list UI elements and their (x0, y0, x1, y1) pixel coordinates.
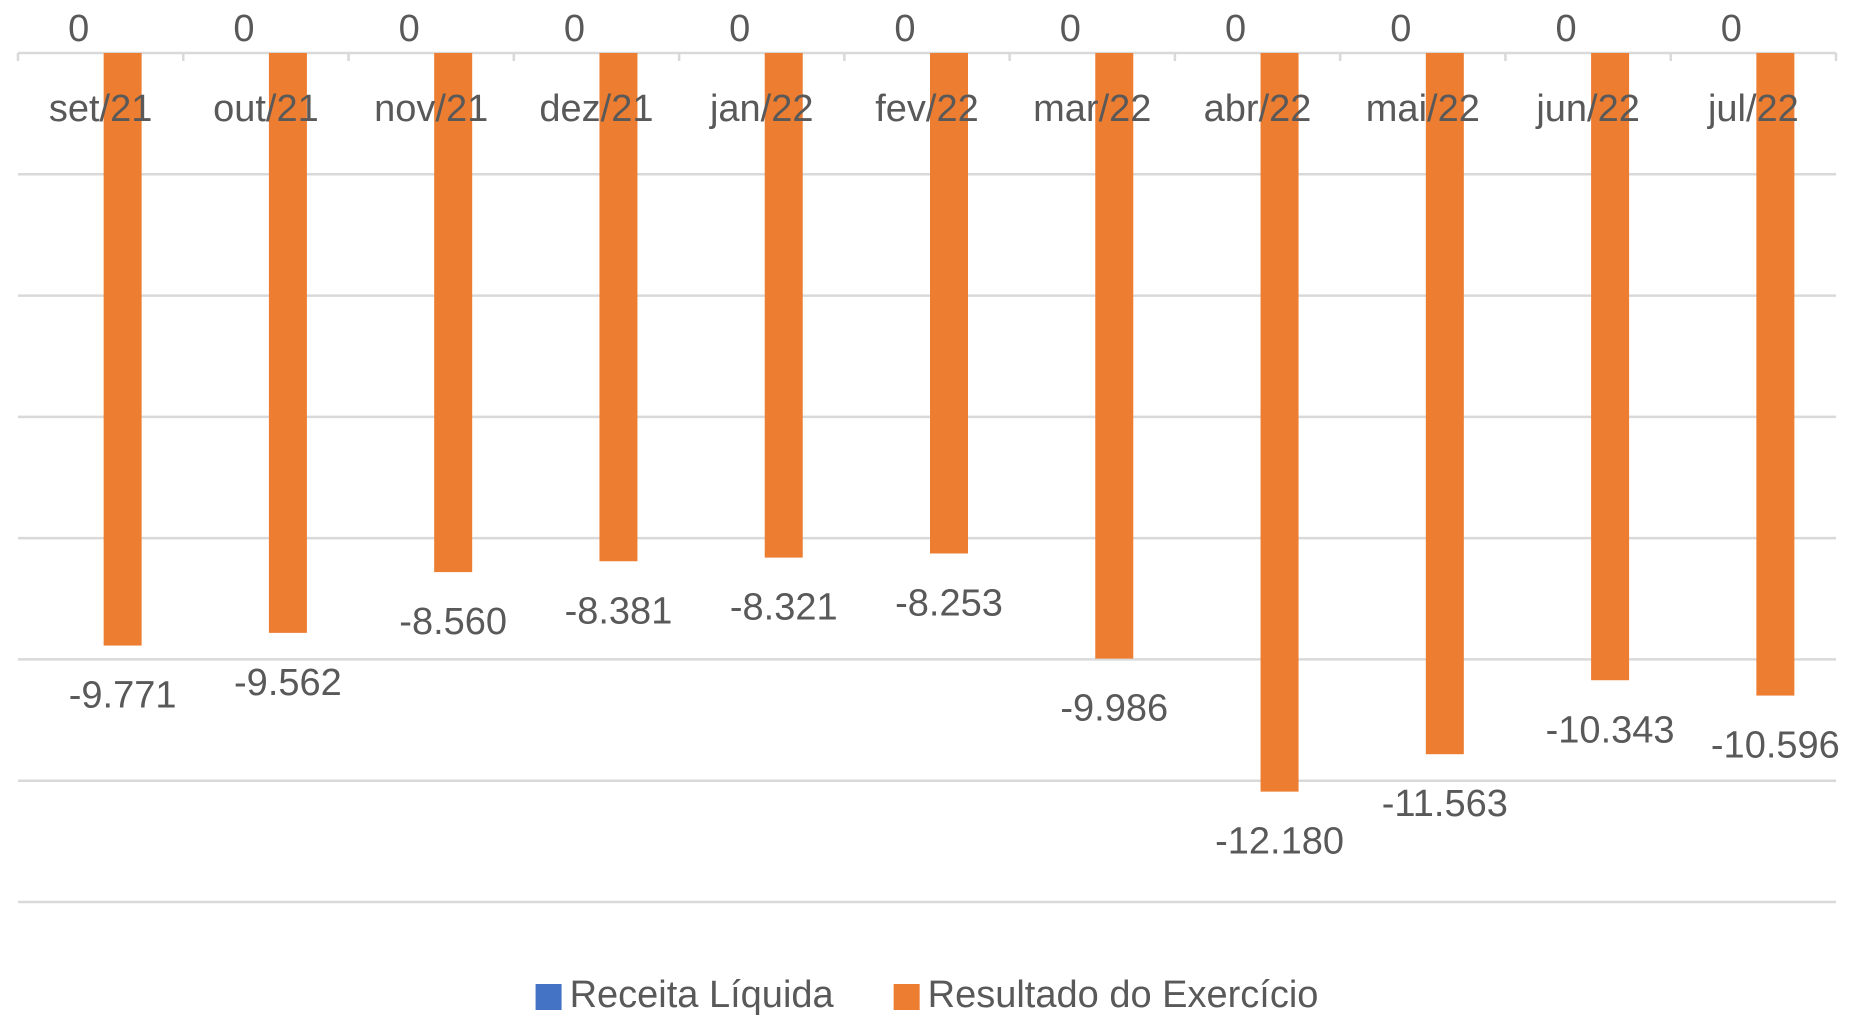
bar (268, 53, 307, 633)
data-label: -9.562 (234, 662, 342, 704)
data-label: 0 (564, 8, 585, 50)
x-tick-label: fev/22 (875, 88, 979, 130)
data-label: -10.596 (1711, 725, 1840, 767)
x-tick-label: nov/21 (374, 88, 488, 130)
x-tick-label: out/21 (213, 88, 319, 130)
data-label: 0 (233, 8, 254, 50)
data-label: -8.321 (730, 587, 838, 629)
x-tick-label: jan/22 (709, 88, 814, 130)
legend-swatch (893, 984, 920, 1010)
data-label: -8.381 (565, 590, 673, 632)
x-tick-label: set/21 (49, 88, 153, 130)
x-tick-label: mai/22 (1366, 88, 1480, 130)
legend-label: Receita Líquida (570, 974, 835, 1016)
bar (1756, 53, 1795, 696)
data-label: -11.563 (1382, 783, 1508, 825)
x-tick-label: dez/21 (539, 88, 653, 130)
bar (599, 53, 638, 562)
data-label: 0 (1225, 8, 1246, 50)
data-label: -8.560 (399, 601, 507, 643)
data-label: 0 (729, 8, 750, 50)
x-tick-label: jul/22 (1707, 88, 1799, 130)
bar (1260, 53, 1299, 792)
legend-swatch (535, 984, 562, 1010)
data-label: -10.343 (1546, 709, 1675, 751)
x-tick-label: jun/22 (1535, 88, 1640, 130)
data-label: 0 (68, 8, 89, 50)
data-label: 0 (1060, 8, 1081, 50)
data-label: 0 (399, 8, 420, 50)
bar (1591, 53, 1630, 681)
bar (1425, 53, 1464, 755)
x-tick-label: mar/22 (1033, 88, 1151, 130)
bar (434, 53, 473, 573)
data-label: 0 (894, 8, 915, 50)
bar (930, 53, 968, 554)
x-tick-label: abr/22 (1204, 88, 1312, 130)
data-label: 0 (1390, 8, 1411, 50)
data-label: -9.986 (1060, 688, 1168, 730)
legend: Receita Líquida Resultado do Exercício (535, 974, 1319, 1016)
data-label: 0 (1721, 8, 1742, 50)
data-label: 0 (1556, 8, 1577, 50)
data-label: -8.253 (895, 583, 1003, 625)
bar (1095, 53, 1134, 659)
bar (764, 53, 803, 558)
data-label: -9.771 (69, 675, 177, 717)
data-label: -12.180 (1215, 821, 1344, 863)
bar (103, 53, 142, 646)
legend-label: Resultado do Exercício (928, 974, 1319, 1016)
